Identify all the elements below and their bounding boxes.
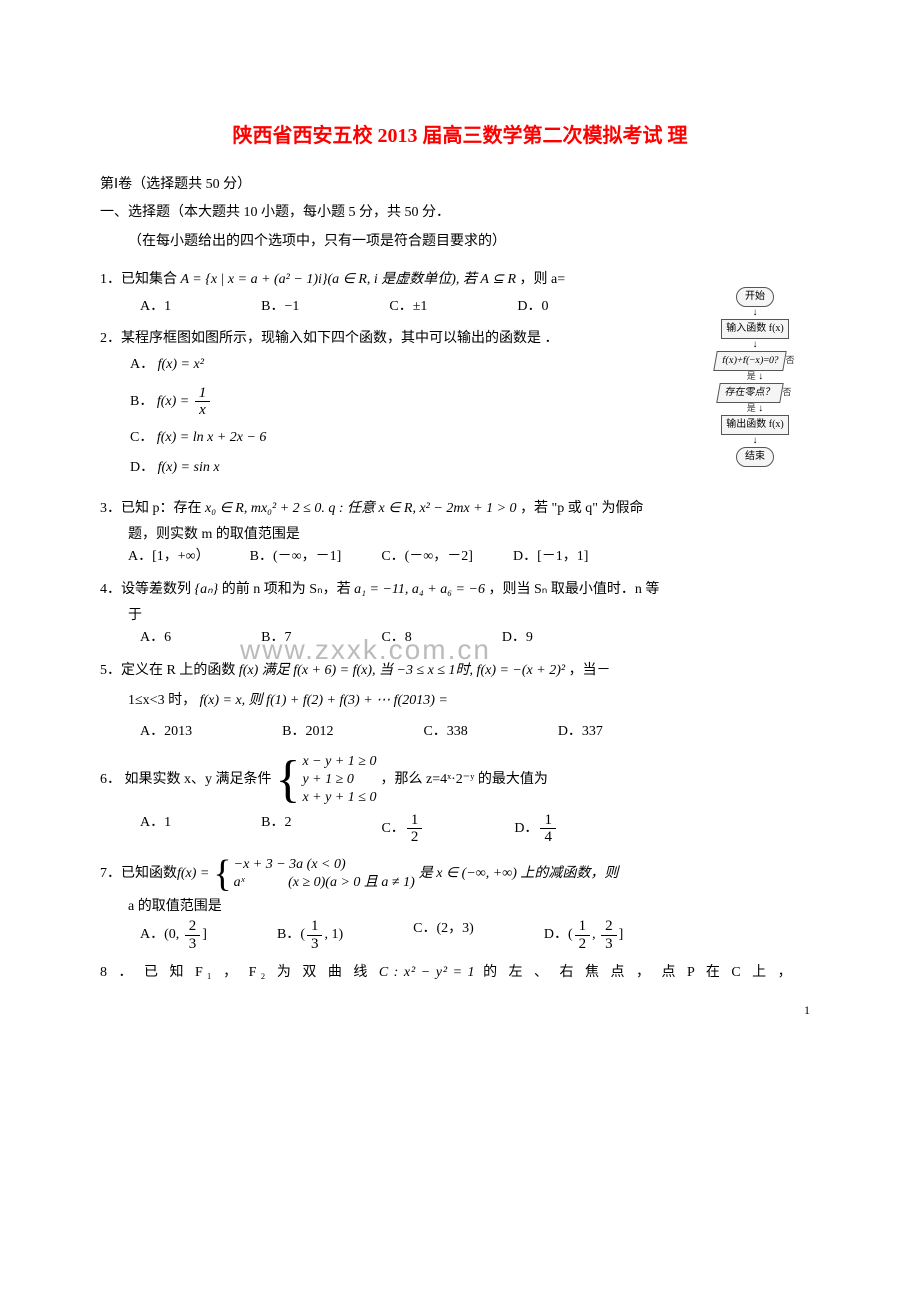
q2-opt-b-label: B．	[130, 394, 153, 409]
fc-output: 输出函数 f(x)	[721, 415, 789, 435]
q5-opt-a: A．2013	[140, 721, 192, 743]
q3-math: x₀ ∈ R, mx₀² + 2 ≤ 0. q : 任意 x ∈ R, x² −…	[205, 501, 517, 516]
page-number: 1	[804, 1001, 810, 1020]
question-4: 4．设等差数列 {aₙ} 的前 n 项和为 Sₙ，若 a₁ = −11, a₄ …	[100, 579, 820, 650]
fc-end: 结束	[736, 447, 774, 467]
q3-text: 3．已知 p：存在	[100, 501, 205, 516]
question-5: 5．定义在 R 上的函数 f(x) 满足 f(x + 6) = f(x), 当 …	[100, 660, 820, 743]
q4-tail: ，则当 Sₙ 取最小值时．n 等	[488, 582, 659, 597]
q5-tail: ，当－	[569, 663, 611, 678]
fc-cond2: 存在零点？	[717, 383, 785, 403]
q2-opt-d-math: f(x) = sin x	[158, 460, 220, 475]
fc-no-2: 否	[782, 387, 791, 397]
q6-opt-d: D．14	[514, 812, 558, 846]
q2-opt-a-math: f(x) = x²	[158, 357, 204, 372]
question-6: 6． 如果实数 x、y 满足条件 { x − y + 1 ≥ 0 y + 1 ≥…	[100, 753, 820, 846]
q8-text: 8 ． 已 知 F₁ ， F₂ 为 双 曲 线	[100, 965, 379, 980]
q6-sys2: y + 1 ≥ 0	[302, 771, 376, 789]
q6-sys3: x + y + 1 ≤ 0	[302, 789, 376, 807]
q1-opt-b: B．−1	[261, 296, 299, 318]
q4-math2: a₁ = −11, a₄ + a₆ = −6	[354, 582, 485, 597]
q5-line2a: 1≤x<3 时，	[128, 693, 196, 708]
q7-sys2a: aˣ	[234, 875, 245, 890]
q4-line2: 于	[128, 605, 820, 627]
q1-text: 1．已知集合	[100, 272, 181, 287]
q4-opt-d: D．9	[502, 627, 533, 649]
q4-seq: {aₙ}	[195, 582, 219, 597]
question-3: 3．已知 p：存在 x₀ ∈ R, mx₀² + 2 ≤ 0. q : 任意 x…	[100, 498, 820, 569]
q2-opt-c-label: C．	[130, 430, 153, 445]
q5-opt-c: C．338	[423, 721, 467, 743]
q3-opt-c: C．(－∞，－2]	[381, 546, 473, 568]
q6-sys1: x − y + 1 ≥ 0	[302, 753, 376, 771]
q1-opt-c: C．±1	[389, 296, 427, 318]
section-heading: 一、选择题（本大题共 10 小题，每小题 5 分，共 50 分．	[100, 202, 820, 224]
q5-math2: f(x) = x, 则 f(1) + f(2) + f(3) + ⋯ f(201…	[200, 693, 448, 708]
q3-line2: 题，则实数 m 的取值范围是	[128, 524, 820, 546]
q4-opt-b: B．7	[261, 627, 291, 649]
fc-start: 开始	[736, 287, 774, 307]
q6-opt-c: C．12	[381, 812, 424, 846]
fc-yes-1: 是	[747, 371, 756, 381]
fc-no-1: 否	[786, 355, 795, 365]
q7-text: 7．已知函数	[100, 863, 177, 885]
question-7: 7．已知函数 f(x) = { −x + 3 − 3a (x < 0) aˣxx…	[100, 856, 820, 953]
q2-opt-c-math: f(x) = ln x + 2x − 6	[157, 430, 267, 445]
q4-text: 4．设等差数列	[100, 582, 195, 597]
q7-opt-d: D．(12, 23]	[544, 918, 623, 952]
q7-sys2b: (x ≥ 0)(a > 0 且 a ≠ 1)	[288, 875, 415, 890]
q7-tail: 是 x ∈ (−∞, +∞) 上的减函数，则	[419, 863, 619, 885]
q6-system: { x − y + 1 ≥ 0 y + 1 ≥ 0 x + y + 1 ≤ 0	[276, 753, 377, 808]
q5-math: f(x) 满足 f(x + 6) = f(x), 当 −3 ≤ x ≤ 1时, …	[239, 663, 565, 678]
document-title: 陕西省西安五校 2013 届高三数学第二次模拟考试 理	[100, 120, 820, 152]
q8-math: C : x² − y² = 1	[379, 965, 476, 980]
flowchart-diagram: 开始 ↓ 输入函数 f(x) ↓ f(x)+f(−x)=0?否 是 ↓ 存在零点…	[680, 285, 830, 469]
q5-text: 5．定义在 R 上的函数	[100, 663, 239, 678]
fc-input: 输入函数 f(x)	[721, 319, 789, 339]
fc-yes-2: 是	[747, 403, 756, 413]
q5-opt-d: D．337	[558, 721, 603, 743]
q4-opt-c: C．8	[381, 627, 411, 649]
q1-tail: ，则 a=	[520, 272, 566, 287]
q4-mid: 的前 n 项和为 Sₙ，若	[222, 582, 354, 597]
q4-opt-a: A．6	[140, 627, 171, 649]
q7-system: { −x + 3 − 3a (x < 0) aˣxxxxxxx(x ≥ 0)(a…	[213, 856, 414, 892]
q7-lead: f(x) =	[177, 863, 209, 885]
q1-opt-d: D．0	[517, 296, 548, 318]
q7-opt-a: A．(0, 23]	[140, 918, 207, 952]
q1-math: A = {x | x = a + (a² − 1)i}(a ∈ R, i 是虚数…	[181, 272, 517, 287]
q2-opt-a-label: A．	[130, 357, 154, 372]
question-8: 8 ． 已 知 F₁ ， F₂ 为 双 曲 线 C : x² − y² = 1 …	[100, 962, 820, 984]
q7-line2: a 的取值范围是	[128, 896, 820, 918]
part-header: 第Ⅰ卷（选择题共 50 分）	[100, 174, 820, 196]
q6-opt-b: B．2	[261, 812, 291, 846]
section-note: （在每小题给出的四个选项中，只有一项是符合题目要求的）	[128, 231, 820, 253]
q3-opt-a: A．[1，+∞）	[128, 546, 210, 568]
q1-opt-a: A．1	[140, 296, 171, 318]
q3-opt-b: B．(－∞，－1]	[250, 546, 342, 568]
q2-opt-b-math: f(x) = 1x	[157, 394, 212, 409]
q8-tail: 的 左 、 右 焦 点 ， 点 P 在 C 上 ，	[483, 965, 796, 980]
q7-opt-b: B．(13, 1)	[277, 918, 343, 952]
q6-text: 6． 如果实数 x、y 满足条件	[100, 769, 272, 791]
q6-tail: ，那么 z=4ˣ·2⁻ʸ 的最大值为	[380, 769, 547, 791]
q3-opt-d: D．[－1，1]	[513, 546, 588, 568]
q3-tail: ，若 "p 或 q" 为假命	[520, 501, 643, 516]
q7-sys1: −x + 3 − 3a (x < 0)	[234, 856, 415, 874]
q5-opt-b: B．2012	[282, 721, 333, 743]
fc-cond1: f(x)+f(−x)=0?	[714, 351, 788, 371]
q2-opt-d-label: D．	[130, 460, 154, 475]
q6-opt-a: A．1	[140, 812, 171, 846]
q7-opt-c: C．(2，3)	[413, 918, 474, 952]
